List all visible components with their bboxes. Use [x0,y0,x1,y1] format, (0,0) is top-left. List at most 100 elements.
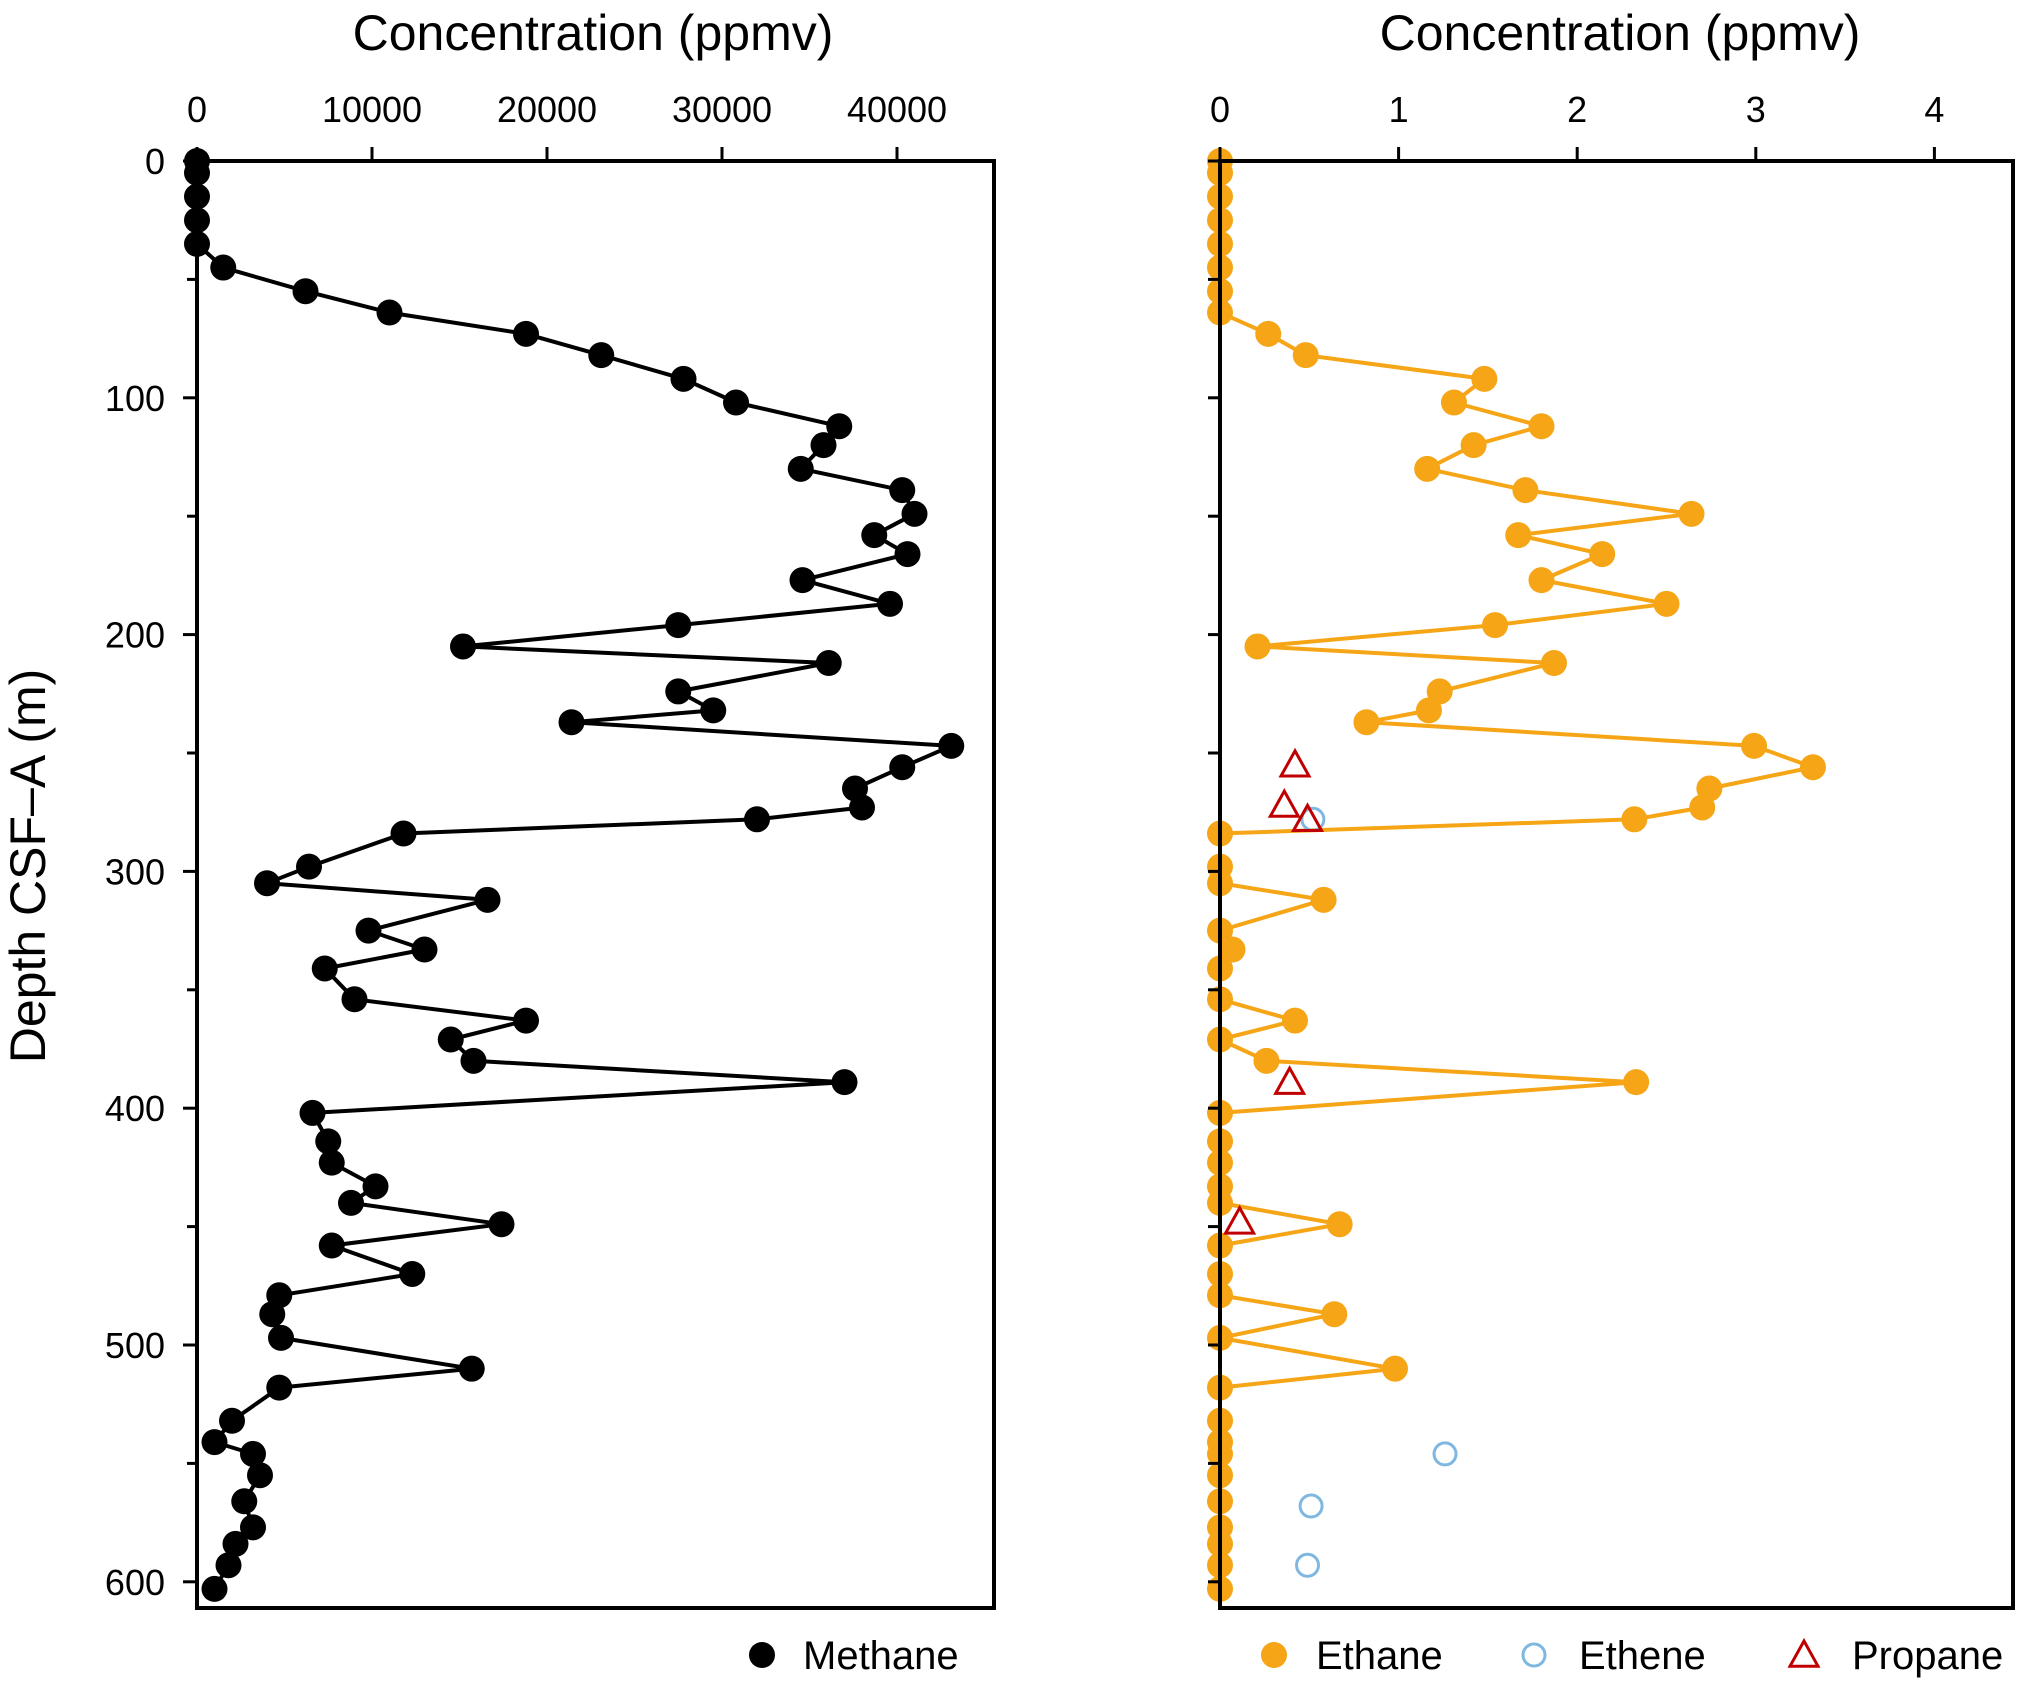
methane-point [376,299,403,326]
methane-point [240,1440,266,1467]
methane-point [810,432,837,459]
c2-plot-frame [1218,159,2015,1610]
methane-point [240,1514,266,1541]
x-tick-label: 3 [1746,89,1766,130]
propane-point [1223,1204,1257,1235]
ethene-point [1295,1552,1321,1578]
methane-point [789,567,816,594]
methane-point [247,1462,273,1489]
x-tick-label: 10000 [322,89,422,130]
x-tick-label: 2 [1567,89,1587,130]
methane-point [341,986,368,1013]
methane-x-axis-title: Concentration (ppmv) [353,5,834,61]
ethane-point [1589,541,1616,568]
ethane-point [1255,320,1282,347]
propane-point [1273,1065,1307,1095]
ethane-point [1292,342,1319,369]
ethane-point [1310,886,1337,913]
ethane-point [1505,522,1532,549]
ethane-point [1382,1355,1409,1382]
methane-point [390,820,417,847]
x-tick-label: 0 [1210,89,1230,130]
methane-plot-frame [195,159,996,1610]
ethane-point [1528,567,1555,594]
ethane-line [1218,161,1815,1589]
c2-axes: 0 1 2 3 4 [1208,89,1944,1584]
methane-point [815,650,842,677]
methane-point [513,1007,539,1034]
methane-point [849,794,875,821]
ethane-point [1219,936,1246,963]
legend-label-ethene: Ethene [1579,1634,1706,1678]
c2-data-layer [1207,148,1826,1602]
ethane-point [1540,650,1567,677]
methane-point [744,806,770,833]
methane-point [877,590,903,617]
methane-point [889,477,916,504]
y-tick-label: 100 [105,378,165,419]
ethane-point [1678,500,1705,527]
legend-marker-propane [1787,1637,1821,1668]
depth-y-axis-title: Depth CSF–A (m) [0,669,56,1064]
methane-point [889,754,916,781]
methane-point [458,1355,485,1382]
methane-point [299,1099,326,1126]
methane-point [201,1429,228,1456]
ethane-point [1326,1211,1353,1238]
methane-axes: 0 10000 20000 30000 40000 0 100 200 300 400 500 600 [105,89,947,1603]
propane-point [1290,802,1325,833]
ethane-point [1440,389,1467,416]
methane-point [665,678,692,705]
y-tick-label: 500 [105,1325,165,1366]
ethane-point [1623,1069,1650,1096]
ethane-point [1482,612,1509,639]
methane-point [266,1374,293,1401]
y-tick-label: 400 [105,1088,165,1129]
ethane-point [1528,413,1555,440]
methane-point [254,870,280,897]
legend-item-ethane: Ethane [1261,1634,1443,1678]
ethane-point [1621,806,1648,833]
methane-point [460,1047,487,1074]
ethane-point [1321,1301,1348,1328]
methane-point [700,697,727,724]
legend-marker-ethene [1521,1642,1547,1668]
ethane-point [1799,754,1826,781]
y-tick-label: 300 [105,851,165,892]
methane-point [665,612,692,639]
ethane-point [1741,732,1768,759]
methane-point [219,1407,245,1434]
ethane-point [1426,678,1453,705]
ethene-point [1298,1493,1324,1519]
methane-point [938,732,965,759]
x-tick-label: 30000 [672,89,772,130]
methane-point [831,1069,858,1096]
legend-marker-methane [749,1642,775,1668]
methane-point [894,541,921,568]
methane-point [362,1173,389,1200]
methane-point [399,1260,426,1287]
methane-point [558,709,585,736]
methane-panel: Concentration (ppmv) Depth CSF–A (m) 0 10… [0,5,996,1678]
legend-item-methane: Methane [749,1634,959,1678]
methane-point [474,886,501,913]
x-tick-label: 1 [1389,89,1409,130]
methane-point [318,1232,345,1259]
methane-point [231,1488,258,1515]
methane-point [437,1026,464,1053]
ethene-point [1432,1441,1458,1467]
ethane-point [1244,633,1271,660]
methane-point [826,413,853,440]
y-tick-label: 600 [105,1562,165,1603]
methane-point [411,936,438,963]
legend-label-propane: Propane [1852,1634,2003,1678]
methane-point [222,1530,249,1557]
ethane-point [1282,1007,1309,1034]
legend-marker-ethane [1261,1642,1287,1668]
y-tick-label: 0 [145,141,165,182]
c2-c3-panel: Concentration (ppmv) 0 1 2 3 4 Ethane Ethene P… [1207,5,2015,1678]
methane-point [259,1301,286,1328]
methane-point [201,1575,228,1602]
c2-x-axis-title: Concentration (ppmv) [1380,5,1861,61]
